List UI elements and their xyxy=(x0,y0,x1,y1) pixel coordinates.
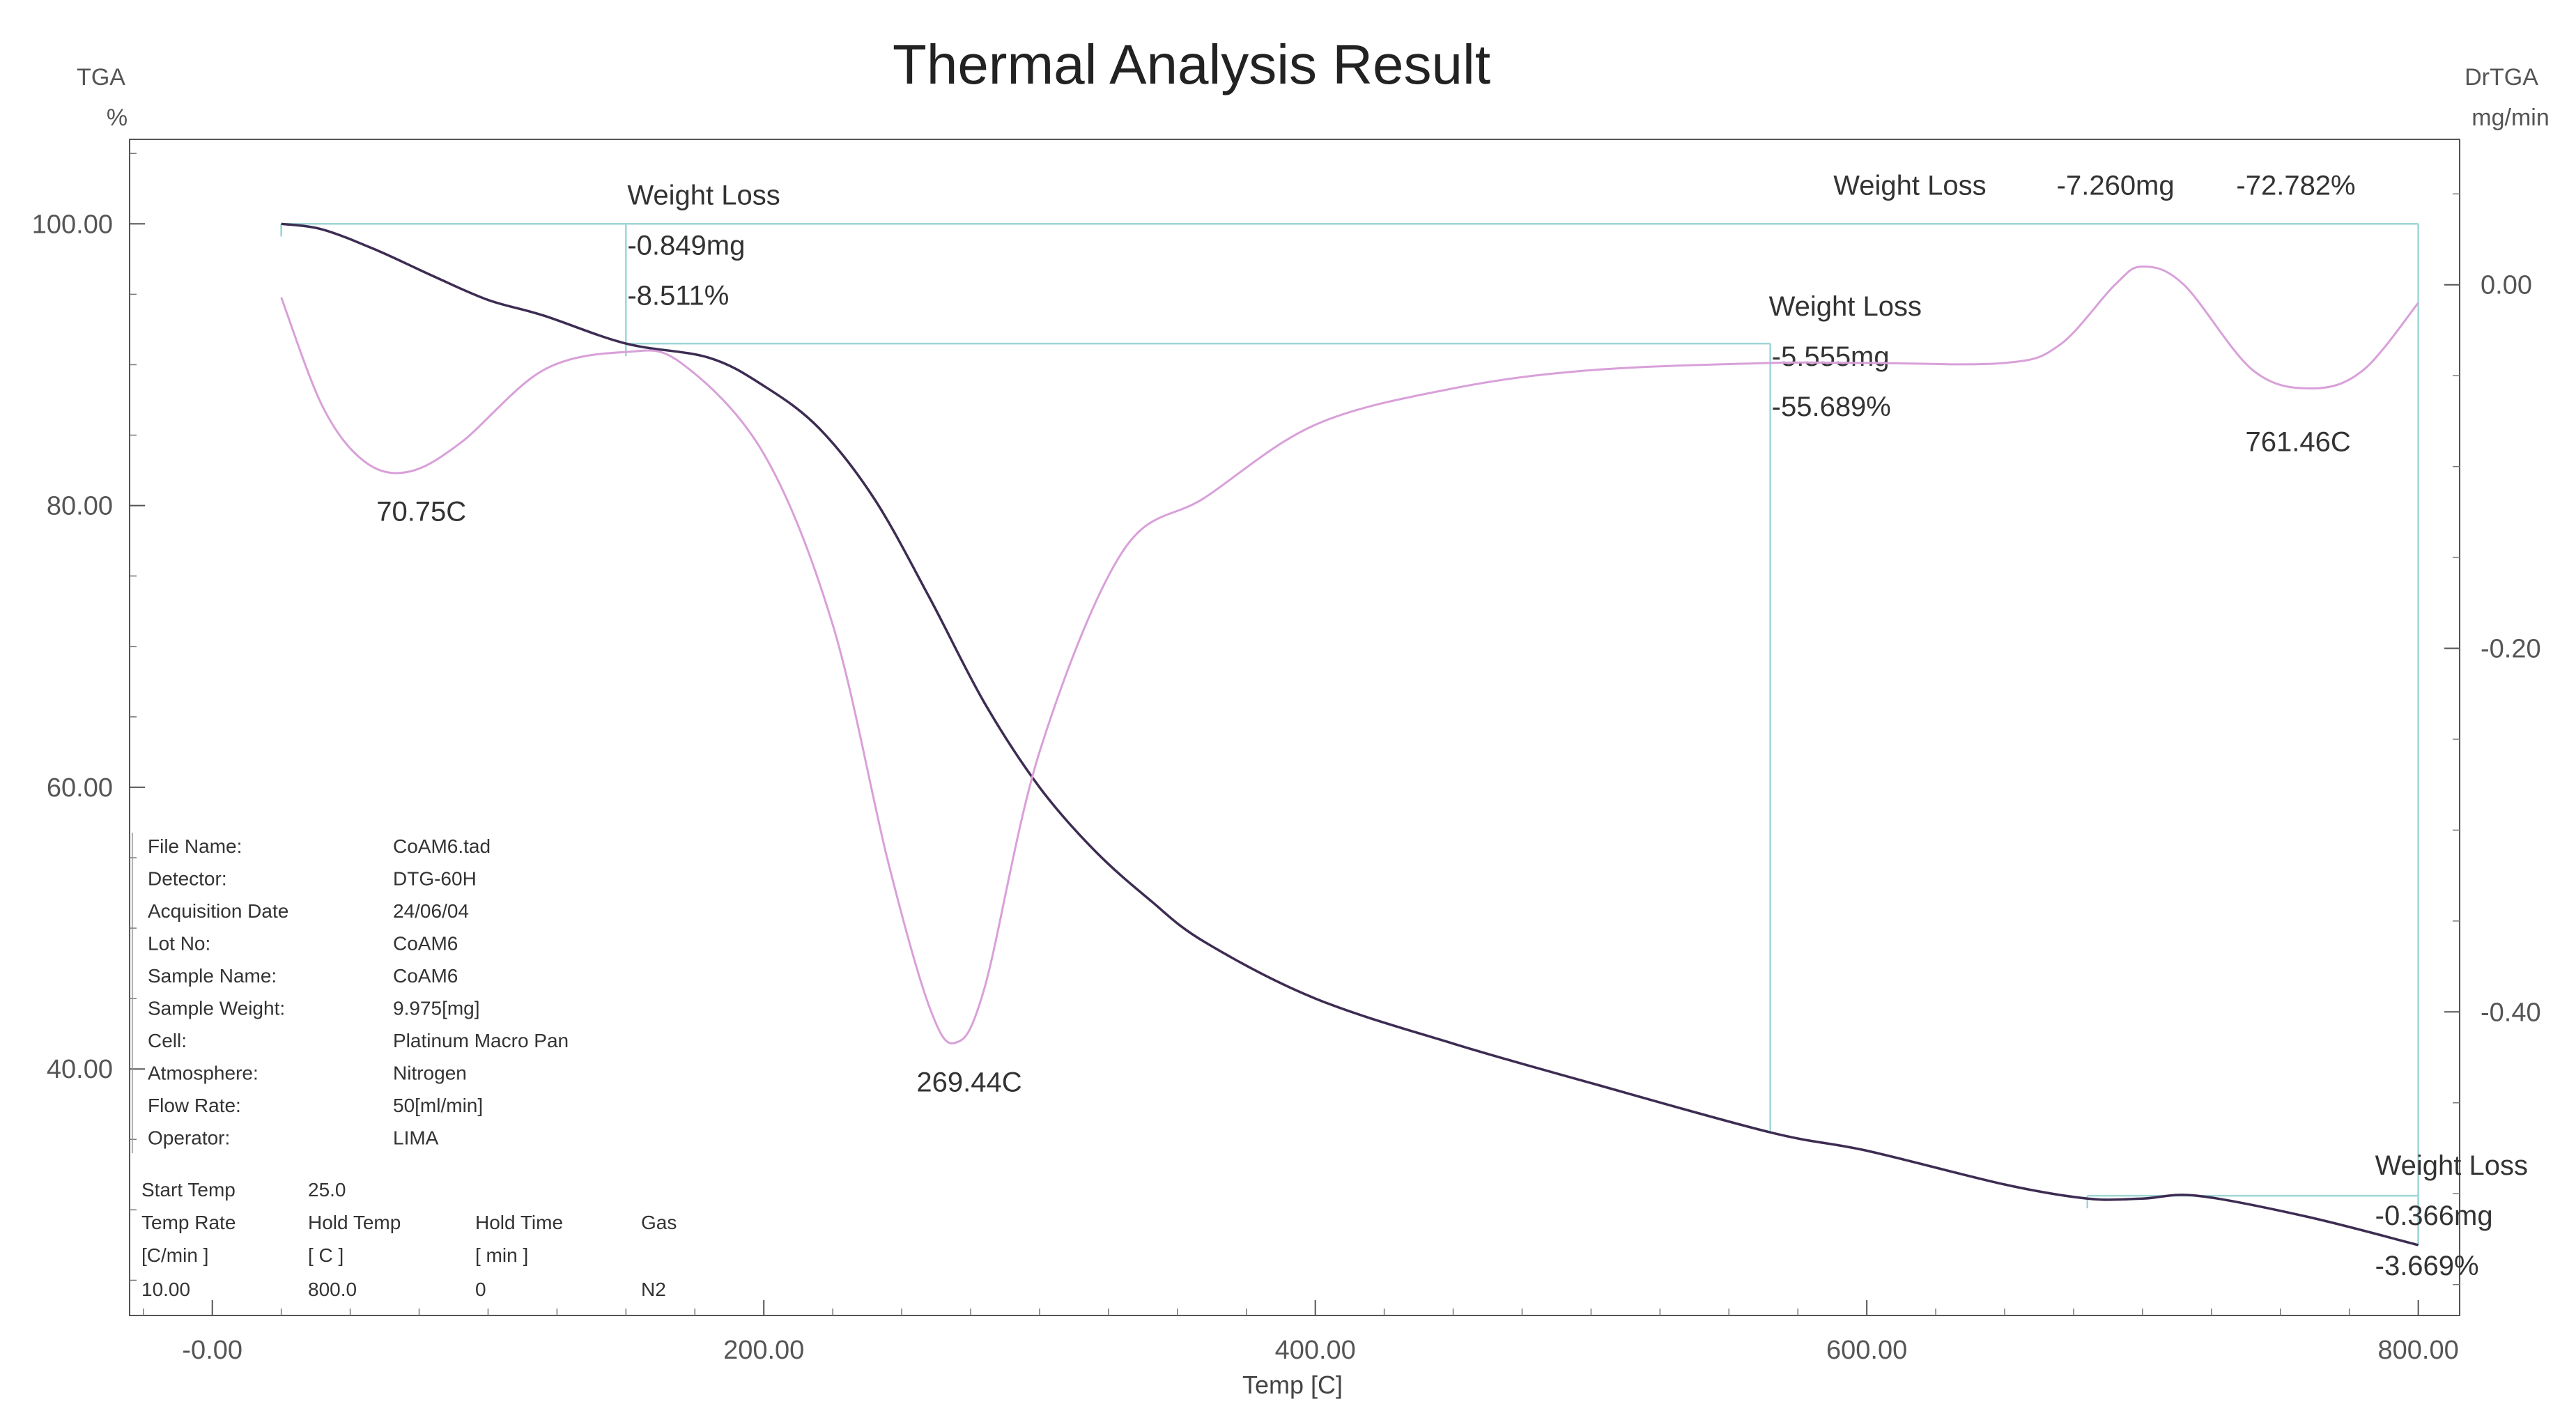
program-unit: [ C ] xyxy=(308,1244,344,1266)
info-value: 24/06/04 xyxy=(393,900,469,922)
x-axis-label: Temp [C] xyxy=(1242,1371,1343,1399)
weight-loss-total-pct: -72.782% xyxy=(2236,170,2355,201)
weight-loss-1-pct: -8.511% xyxy=(627,280,729,311)
program-start-temp-value: 25.0 xyxy=(308,1179,346,1201)
peak-label: 70.75C xyxy=(376,496,466,527)
program-cell: 0 xyxy=(475,1279,486,1300)
info-label: Detector: xyxy=(148,868,227,890)
weight-loss-3-pct: -3.669% xyxy=(2375,1251,2479,1281)
weight-loss-2-title: Weight Loss xyxy=(1769,291,1922,322)
program-header: Hold Temp xyxy=(308,1212,401,1233)
y-right-label-1: DrTGA xyxy=(2465,64,2538,91)
weight-loss-1-mg: -0.849mg xyxy=(627,230,745,261)
info-value: CoAM6 xyxy=(393,933,458,955)
info-value: Platinum Macro Pan xyxy=(393,1030,569,1051)
program-header: Hold Time xyxy=(475,1212,563,1233)
program-cell: 800.0 xyxy=(308,1279,357,1300)
tga-curve xyxy=(281,222,2419,1247)
info-label: Flow Rate: xyxy=(148,1095,241,1116)
y-left-tick-label: 80.00 xyxy=(47,492,113,521)
weight-loss-1-title: Weight Loss xyxy=(627,180,780,210)
peak-label: 761.46C xyxy=(2246,426,2351,457)
weight-loss-annotations: Weight Loss -0.849mg -8.511% Weight Loss -5.… xyxy=(280,170,2528,1281)
info-label: Cell: xyxy=(148,1030,187,1051)
x-tick-label: 400.00 xyxy=(1275,1336,1356,1365)
info-value: Nitrogen xyxy=(393,1063,467,1084)
weight-loss-3-title: Weight Loss xyxy=(2375,1150,2528,1181)
y-right-tick-label: -0.40 xyxy=(2481,998,2541,1027)
program-start-temp-label: Start Temp xyxy=(141,1179,236,1201)
axis-ticks: -0.00 200.00 400.00 600.00 800.00100.0080.00… xyxy=(32,153,2541,1365)
y-left-tick-label: 100.00 xyxy=(32,210,113,239)
weight-loss-total-title: Weight Loss xyxy=(1833,170,1986,201)
drtga-curve xyxy=(280,265,2419,1044)
chart-title: Thermal Analysis Result xyxy=(893,33,1490,95)
y-right-label-2: mg/min xyxy=(2471,105,2549,131)
info-label: Atmosphere: xyxy=(148,1063,259,1084)
weight-loss-2-pct: -55.689% xyxy=(1772,392,1891,422)
y-left-label-1: TGA xyxy=(77,64,125,91)
program-unit: [C/min ] xyxy=(141,1244,208,1266)
y-right-tick-label: -0.20 xyxy=(2481,635,2541,664)
info-label: Lot No: xyxy=(148,933,210,955)
program-header: Temp Rate xyxy=(141,1212,236,1233)
program-table: Start Temp 25.0 Temp Rate Hold Temp Hold Tim… xyxy=(141,1179,677,1300)
y-left-tick-label: 60.00 xyxy=(47,773,113,803)
weight-loss-2-mg: -5.555mg xyxy=(1772,341,1890,372)
x-tick-label: -0.00 xyxy=(182,1336,242,1365)
series-lines xyxy=(280,222,2419,1247)
program-cell: 10.00 xyxy=(141,1279,190,1300)
program-unit: [ min ] xyxy=(475,1244,528,1266)
y-right-tick-label: 0.00 xyxy=(2481,271,2532,300)
x-tick-label: 800.00 xyxy=(2378,1336,2459,1365)
peak-label: 269.44C xyxy=(916,1067,1021,1098)
info-label: Acquisition Date xyxy=(148,900,288,922)
peak-labels: 70.75C 269.44C 761.46C xyxy=(376,426,2351,1097)
info-value: 9.975[mg] xyxy=(393,998,480,1019)
info-value: CoAM6 xyxy=(393,965,458,987)
plot-frame xyxy=(129,139,2460,1316)
y-left-tick-label: 40.00 xyxy=(47,1055,113,1084)
y-left-label-2: % xyxy=(107,105,128,131)
program-header: Gas xyxy=(641,1212,677,1233)
info-value: DTG-60H xyxy=(393,868,477,890)
x-tick-label: 600.00 xyxy=(1826,1336,1907,1365)
x-tick-label: 200.00 xyxy=(723,1336,804,1365)
info-label: Sample Weight: xyxy=(148,998,285,1019)
weight-loss-total-mg: -7.260mg xyxy=(2057,170,2175,201)
info-label: Sample Name: xyxy=(148,965,277,987)
info-label: Operator: xyxy=(148,1127,230,1149)
weight-loss-3-mg: -0.366mg xyxy=(2375,1201,2493,1231)
info-value: LIMA xyxy=(393,1127,439,1149)
info-block: File Name: CoAM6.tad Detector: DTG-60H Acqui… xyxy=(132,833,569,1153)
info-value: CoAM6.tad xyxy=(393,835,491,857)
info-label: File Name: xyxy=(148,835,242,857)
program-cell: N2 xyxy=(641,1279,666,1300)
info-value: 50[ml/min] xyxy=(393,1095,483,1116)
